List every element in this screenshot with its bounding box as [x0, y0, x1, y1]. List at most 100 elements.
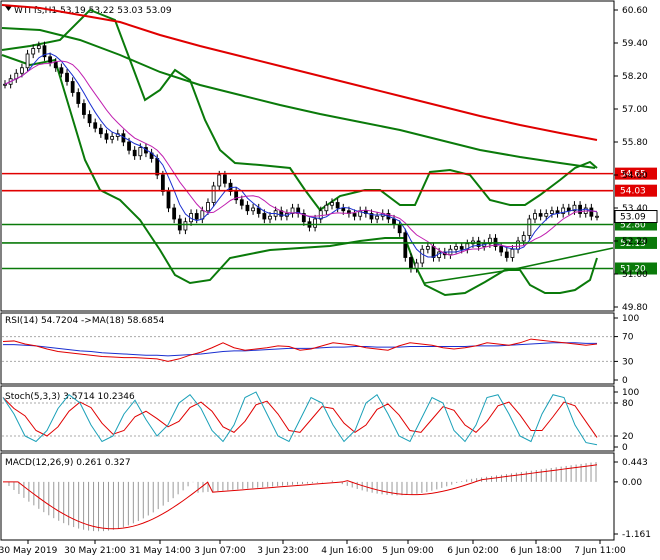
rsi-line: [2, 338, 598, 362]
macd-header: MACD(12,26,9) 0.261 0.327: [5, 458, 131, 468]
stoch-main-line: [2, 391, 598, 446]
candle-body: [420, 248, 425, 264]
candle-body: [403, 232, 408, 258]
rsi-tick-label: 100: [622, 314, 639, 324]
time-label: 6 Jun 02:00: [447, 546, 499, 556]
candle-body: [313, 218, 317, 228]
candle-body: [222, 174, 227, 184]
candle-body: [25, 53, 30, 69]
macd-tick-label: -1.161: [622, 530, 651, 540]
price-tick-label: 51.00: [622, 270, 648, 280]
candle-body: [256, 207, 261, 214]
candle-body: [454, 246, 458, 250]
candle-body: [48, 56, 53, 63]
price-tick-label: 59.40: [622, 39, 648, 49]
candle-body: [476, 240, 481, 247]
candle-body: [533, 213, 537, 220]
candle-body: [397, 224, 402, 234]
candle-body: [132, 149, 137, 157]
level-label: 54.65: [620, 170, 646, 180]
candle-body: [251, 207, 255, 212]
rsi-series: 100 70 30 0: [2, 314, 639, 386]
level-label: 51.20: [620, 265, 646, 275]
candle-body: [211, 185, 216, 203]
support-resistance-levels: 54.65 54.03 52.80 52.13 51.20 53.09: [2, 167, 658, 275]
candle-body: [166, 191, 171, 209]
candle-body: [544, 213, 549, 217]
level-label: 52.80: [620, 221, 646, 231]
candle-body: [465, 243, 470, 250]
time-label: 30 May 21:00: [64, 546, 126, 556]
price-tick-label: 54.60: [622, 171, 648, 181]
current-price-box: [614, 210, 658, 224]
price-panel[interactable]: [0, 0, 615, 312]
candle-body: [31, 48, 36, 55]
stoch-tick-label: 80: [622, 399, 634, 409]
time-label: 30 May 2019: [0, 546, 58, 556]
current-price-label: 53.09: [620, 213, 646, 223]
price-tick-label: 49.80: [622, 303, 648, 313]
candle-body: [324, 204, 329, 212]
time-label: 6 Jun 18:00: [510, 546, 562, 556]
candle-body: [335, 202, 340, 209]
candle-body: [549, 210, 554, 214]
dropdown-triangle-icon[interactable]: [5, 6, 12, 11]
candle-body: [595, 215, 599, 218]
candle-body: [268, 215, 272, 220]
red-moving-average: [1, 4, 598, 141]
candle-body: [160, 174, 165, 192]
level-label-box: [615, 236, 657, 249]
candle-body: [82, 103, 86, 115]
candle-body: [510, 248, 515, 258]
candle-body: [318, 210, 323, 220]
upper-band: [1, 8, 598, 212]
macd-tick-label: 0.443: [622, 458, 648, 468]
stoch-tick-label: 20: [622, 432, 634, 442]
candle-body: [375, 215, 380, 220]
price-tick-label: 52.20: [622, 237, 648, 247]
candle-body: [527, 218, 532, 236]
candle-body: [3, 83, 7, 86]
green-moving-average: [1, 27, 596, 169]
stoch-signal-line: [2, 397, 598, 438]
rsi-ma-line: [3, 342, 597, 357]
rsi-tick-label: 30: [622, 357, 634, 367]
candle-body: [561, 207, 566, 214]
stoch-panel[interactable]: [0, 385, 615, 452]
candle-body: [234, 191, 239, 201]
candle-body: [172, 207, 177, 220]
candle-body: [206, 202, 210, 212]
candle-body: [65, 72, 69, 82]
candle-body: [572, 204, 577, 212]
level-label: 52.13: [620, 239, 646, 249]
candle-body: [104, 133, 109, 140]
price-axis: 60.60 59.40 58.20 57.00 55.80 54.60 53.40 52.20…: [614, 6, 648, 313]
candle-body: [110, 136, 115, 140]
candle-body: [392, 218, 396, 225]
stoch-tick-label: 0: [622, 443, 628, 453]
time-label: 3 Jun 23:00: [257, 546, 309, 556]
candle-body: [42, 45, 47, 58]
price-tick-label: 53.40: [622, 204, 648, 214]
candle-body: [36, 45, 41, 49]
candle-body: [363, 210, 368, 214]
price-tick-label: 58.20: [622, 72, 648, 82]
level-label-box: [615, 167, 657, 180]
candle-body: [217, 174, 222, 187]
candle-body: [566, 207, 571, 212]
candle-body: [87, 114, 92, 124]
trendline: [424, 247, 614, 284]
candle-body: [578, 204, 582, 214]
price-tick-label: 55.80: [622, 138, 648, 148]
stoch-header: Stoch(5,3,3) 3.5714 10.2346: [5, 392, 135, 402]
candle-body: [98, 127, 103, 135]
candle-body: [352, 213, 357, 217]
candle-body: [589, 207, 594, 217]
candle-body: [369, 213, 374, 220]
candle-body: [20, 67, 24, 74]
candle-body: [504, 251, 509, 258]
time-label: 3 Jun 07:00: [194, 546, 246, 556]
candle-body: [409, 257, 413, 269]
